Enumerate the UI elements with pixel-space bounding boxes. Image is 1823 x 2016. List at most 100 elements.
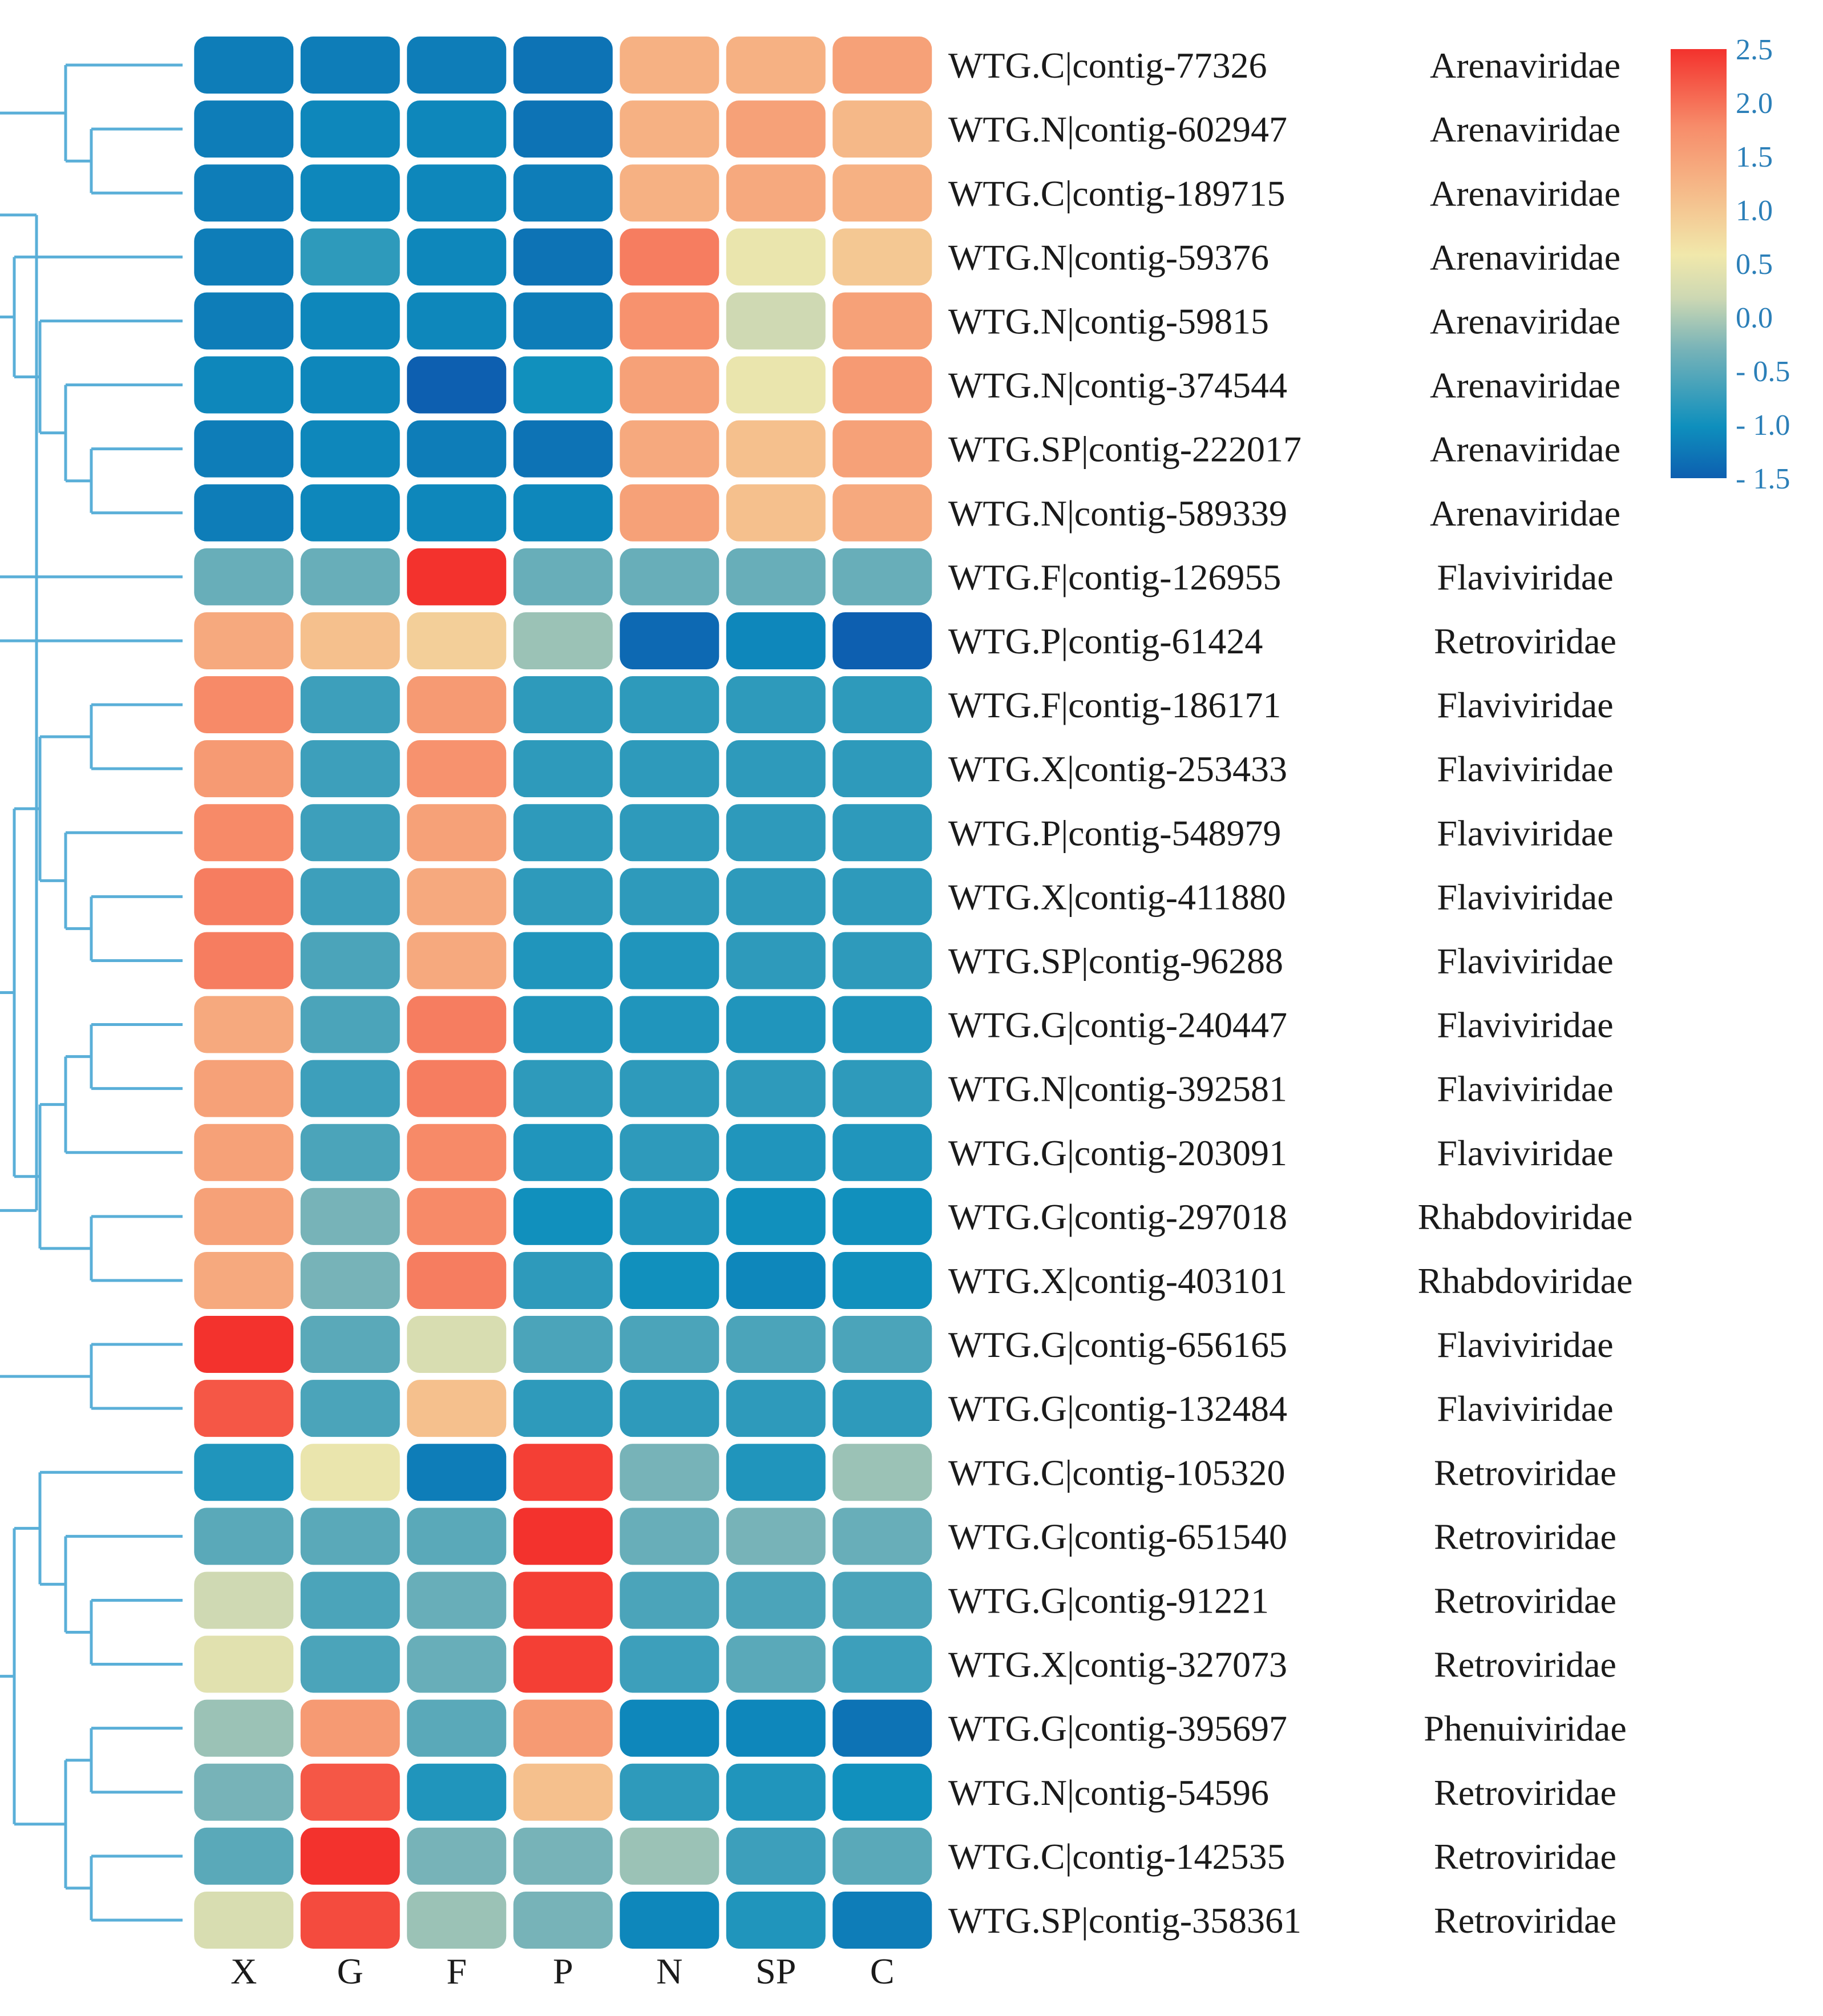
- family-label: Arenaviridae: [1430, 429, 1620, 470]
- heatmap-cell: [513, 356, 613, 414]
- row-dendrogram: [0, 63, 183, 1922]
- heatmap-cell: [194, 804, 294, 862]
- heatmap-cell: [513, 996, 613, 1053]
- colorbar-tick-label: 0.5: [1736, 248, 1773, 281]
- heatmap-cell: [194, 1635, 294, 1693]
- heatmap-cell: [832, 164, 932, 222]
- family-label: Flaviviridae: [1437, 1324, 1613, 1365]
- heatmap-cell: [726, 1060, 826, 1117]
- heatmap-cell: [620, 1763, 720, 1821]
- heatmap-cell: [194, 1060, 294, 1117]
- heatmap-cell: [513, 1763, 613, 1821]
- heatmap-cell: [513, 1124, 613, 1181]
- family-label: Flaviviridae: [1437, 749, 1613, 789]
- heatmap-cell: [832, 1571, 932, 1629]
- heatmap-cell: [620, 100, 720, 158]
- heatmap-cell: [194, 1444, 294, 1501]
- heatmap-cell: [726, 1827, 826, 1885]
- family-label: Flaviviridae: [1437, 1388, 1613, 1429]
- heatmap-cell: [620, 1508, 720, 1565]
- heatmap-cell: [726, 228, 826, 286]
- heatmap-cell: [300, 1124, 400, 1181]
- family-label: Arenaviridae: [1430, 493, 1620, 534]
- column-label: G: [337, 1951, 363, 1991]
- row-label: WTG.F|contig-186171: [948, 685, 1281, 725]
- heatmap-cell: [194, 1763, 294, 1821]
- heatmap-cell: [300, 1827, 400, 1885]
- family-label: Arenaviridae: [1430, 173, 1620, 213]
- heatmap-cell: [726, 1699, 826, 1757]
- heatmap-cell: [513, 1699, 613, 1757]
- heatmap-cell: [513, 1891, 613, 1949]
- heatmap-cell: [513, 1827, 613, 1885]
- heatmap-cell: [194, 740, 294, 798]
- family-label: Arenaviridae: [1430, 365, 1620, 406]
- heatmap-cell: [407, 676, 507, 734]
- heatmap-cell: [726, 868, 826, 926]
- heatmap-cell: [726, 1444, 826, 1501]
- family-label: Arenaviridae: [1430, 301, 1620, 341]
- row-label: WTG.G|contig-240447: [948, 1005, 1287, 1045]
- heatmap-cell: [194, 1251, 294, 1309]
- heatmap-cell: [513, 1060, 613, 1117]
- family-label: Retroviridae: [1434, 1900, 1616, 1941]
- heatmap-cell: [407, 1380, 507, 1437]
- column-labels: X G F P N SP C: [231, 1951, 894, 1991]
- heatmap-cell: [513, 868, 613, 926]
- column-label: X: [231, 1951, 257, 1991]
- heatmap-cell: [726, 548, 826, 605]
- colorbar-tick-label: - 0.5: [1736, 355, 1790, 388]
- heatmap-cell: [407, 1060, 507, 1117]
- row-label: WTG.N|contig-54596: [948, 1772, 1269, 1813]
- heatmap-cell: [726, 1571, 826, 1629]
- heatmap-cell: [726, 612, 826, 669]
- heatmap-cell: [832, 1251, 932, 1309]
- family-label: Arenaviridae: [1430, 237, 1620, 277]
- heatmap-cell: [194, 37, 294, 94]
- heatmap-cell: [300, 228, 400, 286]
- family-label: Flaviviridae: [1437, 1069, 1613, 1109]
- colorbar: 2.5 2.0 1.5 1.0 0.5 0.0 - 0.5 - 1.0 - 1.5: [1671, 34, 1790, 495]
- row-label: WTG.C|contig-142535: [948, 1836, 1286, 1877]
- colorbar-gradient: [1671, 49, 1727, 478]
- heatmap-cell: [620, 1571, 720, 1629]
- colorbar-tick-label: 1.0: [1736, 195, 1773, 227]
- heatmap-cell: [513, 740, 613, 798]
- heatmap-cell: [513, 100, 613, 158]
- family-label: Retroviridae: [1434, 1836, 1616, 1877]
- heatmap-cell: [726, 932, 826, 989]
- heatmap-cell: [407, 868, 507, 926]
- heatmap-cell: [300, 996, 400, 1053]
- colorbar-tick-label: 2.5: [1736, 34, 1773, 66]
- heatmap-cell: [620, 1060, 720, 1117]
- heatmap-cell: [620, 1444, 720, 1501]
- heatmap-cell: [513, 804, 613, 862]
- heatmap-cell: [726, 164, 826, 222]
- heatmap-cell: [620, 1187, 720, 1245]
- heatmap-cell: [407, 1124, 507, 1181]
- heatmap-cell: [194, 292, 294, 350]
- row-label: WTG.G|contig-297018: [948, 1197, 1287, 1237]
- heatmap-cell: [832, 612, 932, 669]
- heatmap-cell: [620, 292, 720, 350]
- heatmap-cell: [300, 1571, 400, 1629]
- heatmap-cell: [832, 1635, 932, 1693]
- row-label: WTG.X|contig-327073: [948, 1645, 1287, 1685]
- heatmap-cell: [726, 292, 826, 350]
- heatmap-cell: [832, 37, 932, 94]
- family-label: Flaviviridae: [1437, 876, 1613, 917]
- heatmap-cell: [300, 1508, 400, 1565]
- heatmap-cell: [407, 1251, 507, 1309]
- heatmap-cell: [832, 740, 932, 798]
- heatmap-cell: [832, 228, 932, 286]
- heatmap-cell: [513, 1251, 613, 1309]
- heatmap-cell: [407, 804, 507, 862]
- family-label: Arenaviridae: [1430, 45, 1620, 86]
- heatmap-cell: [726, 1251, 826, 1309]
- heatmap-cell: [407, 548, 507, 605]
- row-label: WTG.X|contig-411880: [948, 876, 1286, 917]
- row-label: WTG.N|contig-59815: [948, 301, 1269, 341]
- heatmap-cell: [620, 356, 720, 414]
- heatmap-cell: [513, 1380, 613, 1437]
